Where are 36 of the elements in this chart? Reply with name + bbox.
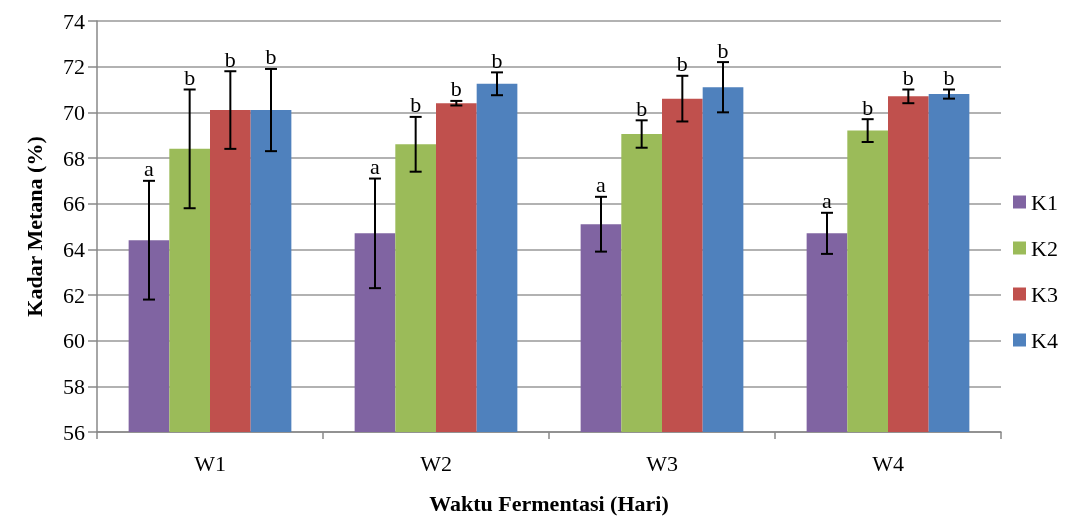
y-tick-label: 56 [63,419,85,445]
x-axis-title: Waktu Fermentasi (Hari) [429,490,669,516]
y-tick-label: 62 [63,282,85,308]
data-label: a [144,156,155,182]
y-axis-title: Kadar Metana (%) [21,136,47,317]
data-label: a [822,188,833,214]
data-label: a [370,154,381,180]
data-label: b [943,65,955,90]
data-label: b [265,44,277,70]
legend-label: K4 [1031,327,1058,353]
y-tick-label: 68 [63,145,85,171]
legend-label: K3 [1031,281,1058,307]
data-label: b [717,37,729,63]
legend-label: K1 [1031,189,1058,215]
data-label: b [902,65,914,90]
y-tick-label: 60 [63,328,85,354]
y-tick-label: 64 [63,236,85,262]
y-tick-label: 72 [63,54,85,80]
data-label: b [491,47,503,73]
x-tick-label: W3 [646,450,678,476]
x-tick-label: W2 [420,450,452,476]
data-label: b [224,46,236,72]
data-label: b [450,76,462,102]
data-label: b [184,65,196,90]
x-tick-label: W4 [872,450,904,476]
data-label: b [636,95,648,121]
legend-label: K2 [1031,235,1058,261]
y-tick-label: 70 [63,99,85,125]
data-label: b [862,94,874,120]
y-tick-label: 66 [63,191,85,217]
y-tick-label: 74 [63,8,85,34]
x-tick-label: W1 [194,450,226,476]
data-label: a [596,172,607,198]
y-tick-label: 58 [63,373,85,399]
data-label: b [410,92,422,118]
data-label: b [676,51,688,77]
